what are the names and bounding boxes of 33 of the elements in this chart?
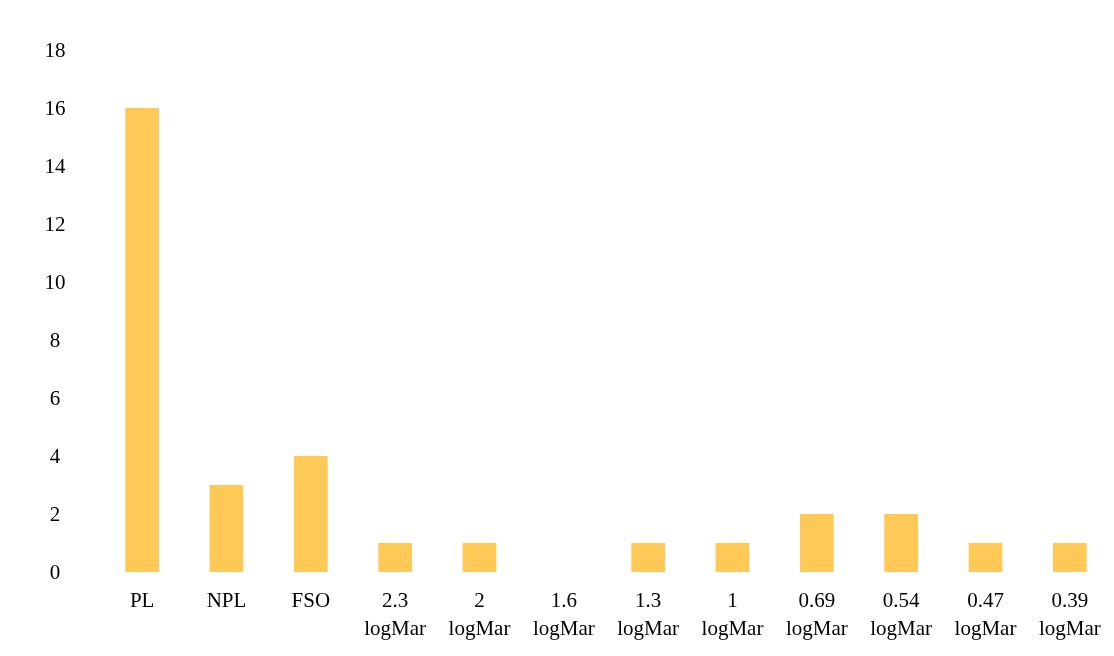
x-tick-label: 0.54 logMar [870, 588, 933, 640]
x-tick-label: 1 logMar [701, 588, 764, 640]
x-tick-label: NPL [206, 588, 247, 612]
bar [378, 543, 413, 572]
x-tick-label: 2 logMar [448, 588, 511, 640]
bar [884, 514, 919, 572]
y-tick-label: 2 [49, 502, 61, 527]
y-tick-label: 6 [49, 386, 61, 411]
y-tick-label: 4 [49, 444, 61, 469]
bar [209, 485, 244, 572]
bar [293, 456, 328, 572]
y-tick-label: 10 [44, 270, 66, 295]
x-tick-label: 2.3 logMar [364, 588, 427, 640]
y-tick-label: 0 [49, 560, 61, 585]
bar [799, 514, 834, 572]
x-tick-label: 1.6 logMar [532, 588, 595, 640]
bar [462, 543, 497, 572]
x-tick-label: 0.47 logMar [954, 588, 1017, 640]
x-tick-label: 0.69 logMar [785, 588, 848, 640]
bar [631, 543, 666, 572]
x-tick-label: 0.39 logMar [1038, 588, 1101, 640]
y-tick-label: 12 [44, 212, 66, 237]
bar [968, 543, 1003, 572]
bar [715, 543, 750, 572]
bar [125, 108, 160, 572]
x-tick-label: FSO [291, 588, 331, 612]
x-tick-label: 1.3 logMar [617, 588, 680, 640]
y-tick-label: 8 [49, 328, 61, 353]
y-tick-label: 16 [44, 96, 66, 121]
bar [1052, 543, 1087, 572]
y-tick-label: 14 [44, 154, 66, 179]
y-tick-label: 18 [44, 38, 66, 63]
x-tick-label: PL [129, 588, 155, 612]
